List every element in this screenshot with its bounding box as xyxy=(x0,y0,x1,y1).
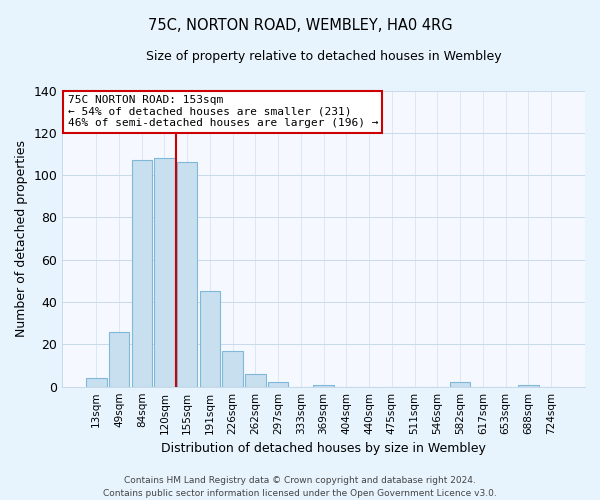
Text: Contains HM Land Registry data © Crown copyright and database right 2024.
Contai: Contains HM Land Registry data © Crown c… xyxy=(103,476,497,498)
Bar xyxy=(131,160,152,386)
Bar xyxy=(154,158,175,386)
Bar xyxy=(313,384,334,386)
Bar xyxy=(109,332,129,386)
Bar xyxy=(268,382,289,386)
Bar xyxy=(223,350,243,386)
Bar xyxy=(200,292,220,386)
Title: Size of property relative to detached houses in Wembley: Size of property relative to detached ho… xyxy=(146,50,502,63)
Text: 75C, NORTON ROAD, WEMBLEY, HA0 4RG: 75C, NORTON ROAD, WEMBLEY, HA0 4RG xyxy=(148,18,452,32)
Bar xyxy=(450,382,470,386)
Bar xyxy=(245,374,266,386)
Bar xyxy=(177,162,197,386)
Bar xyxy=(86,378,107,386)
X-axis label: Distribution of detached houses by size in Wembley: Distribution of detached houses by size … xyxy=(161,442,486,455)
Text: 75C NORTON ROAD: 153sqm
← 54% of detached houses are smaller (231)
46% of semi-d: 75C NORTON ROAD: 153sqm ← 54% of detache… xyxy=(68,95,378,128)
Y-axis label: Number of detached properties: Number of detached properties xyxy=(15,140,28,337)
Bar xyxy=(518,384,539,386)
